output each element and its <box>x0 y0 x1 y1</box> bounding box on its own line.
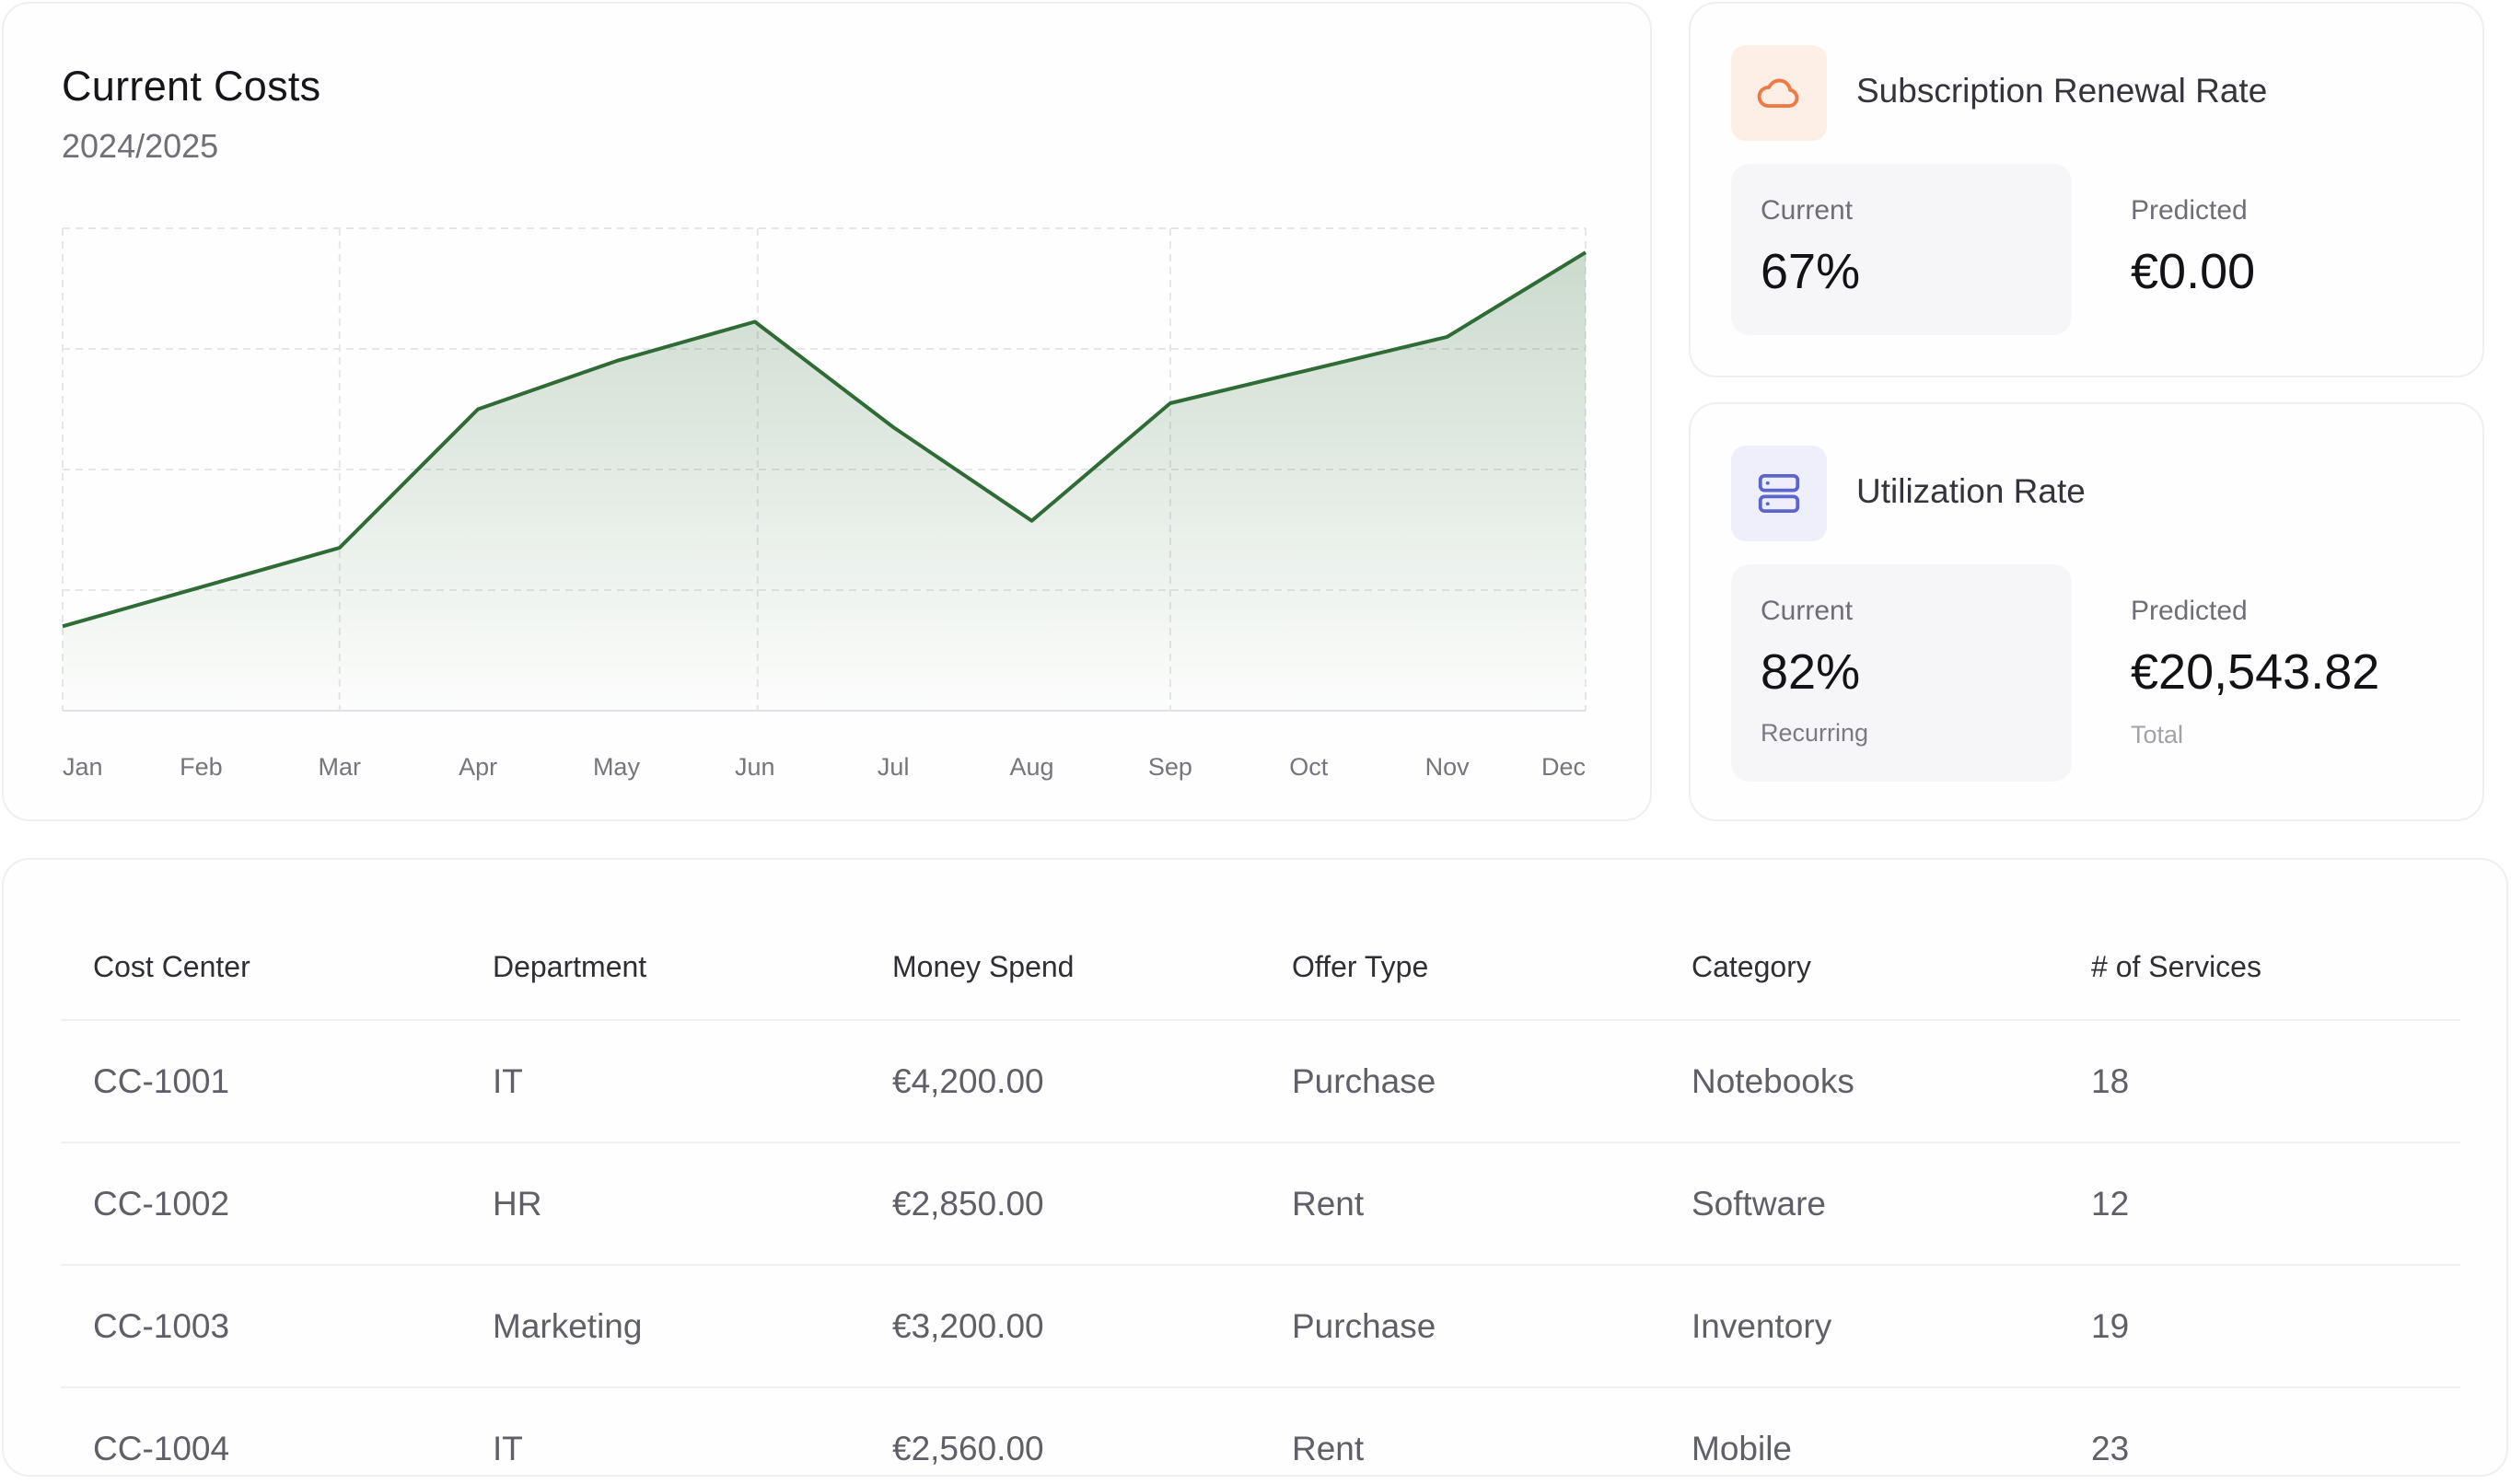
table-row[interactable]: CC-1003 Marketing €3,200.00 Purchase Inv… <box>61 1264 2460 1387</box>
column-header-department[interactable]: Department <box>493 950 647 983</box>
utilization-predicted-value: €20,543.82 <box>2131 644 2380 700</box>
cloud-icon <box>1731 45 1827 141</box>
cell-department: HR <box>460 1142 860 1265</box>
x-tick-label: Jun <box>735 753 775 781</box>
renewal-current-box: Current 67% <box>1731 164 2072 335</box>
renewal-current-label: Current <box>1761 195 1854 226</box>
server-icon <box>1731 446 1827 541</box>
cost-center-table: Cost Center Department Money Spend Offer… <box>61 915 2460 1484</box>
cost-center-table-card: Cost Center Department Money Spend Offer… <box>2 858 2508 1484</box>
cell-money-spend: €4,200.00 <box>860 1019 1260 1142</box>
renewal-title: Subscription Renewal Rate <box>1856 72 2268 110</box>
x-tick-label: May <box>593 753 641 781</box>
x-tick-label: Feb <box>180 753 223 781</box>
cell-cost-center: CC-1003 <box>61 1264 460 1387</box>
cell-money-spend: €2,850.00 <box>860 1142 1260 1265</box>
cell-services: 19 <box>2059 1264 2460 1387</box>
cell-department: IT <box>460 1386 860 1484</box>
column-header-cost-center[interactable]: Cost Center <box>93 950 250 983</box>
series-line <box>62 250 1587 629</box>
x-tick-label: Nov <box>1425 753 1471 781</box>
renewal-predicted: Predicted €0.00 <box>2131 164 2255 300</box>
utilization-predicted-note: Total <box>2131 721 2184 748</box>
cell-department: IT <box>460 1019 860 1142</box>
current-costs-chart: Jan Feb Mar Apr May Jun Jul Aug Sep Oct Nov Dec <box>62 227 1587 781</box>
x-tick-label: Aug <box>1010 753 1054 781</box>
renewal-predicted-value: €0.00 <box>2131 244 2256 299</box>
x-tick-label: Jul <box>878 753 910 781</box>
column-header-services[interactable]: # of Services <box>2091 950 2261 983</box>
renewal-current-value: 67% <box>1761 244 1861 299</box>
cell-services: 18 <box>2059 1019 2460 1142</box>
chart-subtitle: 2024/2025 <box>62 127 219 165</box>
utilization-predicted-label: Predicted <box>2131 596 2248 626</box>
table-row[interactable]: CC-1002 HR €2,850.00 Rent Software 12 <box>61 1142 2460 1265</box>
utilization-current-box: Current 82% Recurring <box>1731 564 2072 782</box>
utilization-current-label: Current <box>1761 596 1854 626</box>
utilization-current-note: Recurring <box>1761 719 1869 747</box>
table-row[interactable]: CC-1004 IT €2,560.00 Rent Mobile 23 <box>61 1386 2460 1484</box>
table-header-row: Cost Center Department Money Spend Offer… <box>61 915 2460 1020</box>
utilization-current-value: 82% <box>1761 644 1861 700</box>
cell-cost-center: CC-1004 <box>61 1386 460 1484</box>
x-tick-label: Mar <box>318 753 361 781</box>
cell-offer-type: Purchase <box>1260 1019 1659 1142</box>
cell-category: Inventory <box>1659 1264 2059 1387</box>
x-tick-label: Oct <box>1289 753 1329 781</box>
x-tick-label: Sep <box>1148 753 1192 781</box>
cell-offer-type: Rent <box>1260 1386 1659 1484</box>
cell-category: Notebooks <box>1659 1019 2059 1142</box>
cell-money-spend: €2,560.00 <box>860 1386 1260 1484</box>
cell-cost-center: CC-1001 <box>61 1019 460 1142</box>
area-fill <box>63 252 1586 711</box>
utilization-title: Utilization Rate <box>1856 472 2086 510</box>
x-tick-label: Apr <box>459 753 497 781</box>
cell-department: Marketing <box>460 1264 860 1387</box>
column-header-money-spend[interactable]: Money Spend <box>892 950 1075 983</box>
renewal-predicted-label: Predicted <box>2131 195 2248 226</box>
cell-services: 23 <box>2059 1386 2460 1484</box>
utilization-rate-card: Utilization Rate Current 82% Recurring P… <box>1689 402 2484 821</box>
column-header-category[interactable]: Category <box>1691 950 1811 983</box>
table-row[interactable]: CC-1001 IT €4,200.00 Purchase Notebooks … <box>61 1019 2460 1142</box>
x-tick-label: Jan <box>63 753 103 781</box>
x-tick-label: Dec <box>1541 753 1586 781</box>
subscription-renewal-card: Subscription Renewal Rate Current 67% Pr… <box>1689 2 2484 377</box>
current-costs-card: Current Costs 2024/2025 Jan Feb Mar Apr May J… <box>2 2 1652 821</box>
cell-offer-type: Purchase <box>1260 1264 1659 1387</box>
cell-services: 12 <box>2059 1142 2460 1265</box>
cell-cost-center: CC-1002 <box>61 1142 460 1265</box>
cell-category: Mobile <box>1659 1386 2059 1484</box>
cell-offer-type: Rent <box>1260 1142 1659 1265</box>
cell-category: Software <box>1659 1142 2059 1265</box>
utilization-predicted: Predicted €20,543.82 Total <box>2131 564 2379 749</box>
column-header-offer-type[interactable]: Offer Type <box>1292 950 1429 983</box>
chart-title: Current Costs <box>62 63 321 110</box>
cell-money-spend: €3,200.00 <box>860 1264 1260 1387</box>
